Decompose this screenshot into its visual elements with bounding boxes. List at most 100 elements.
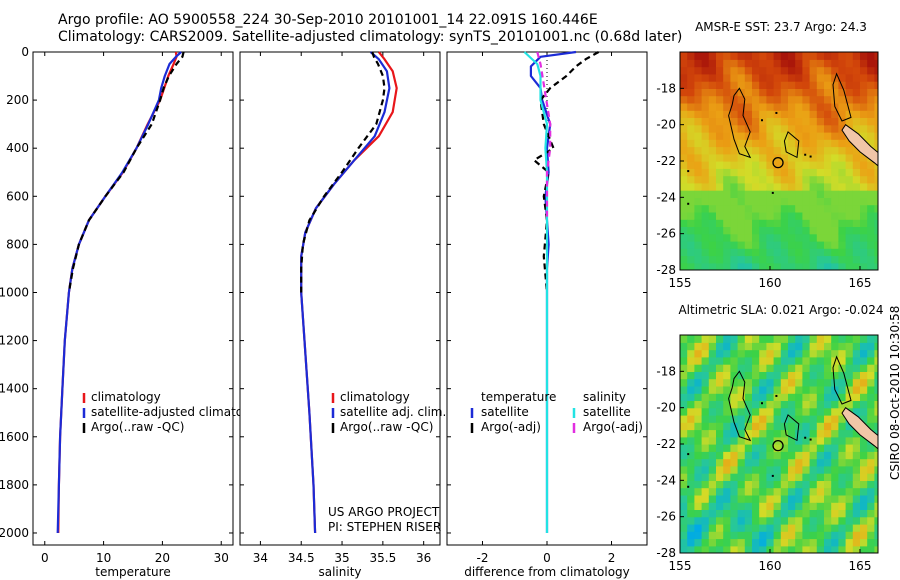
map-cell <box>788 487 796 496</box>
map-cell <box>723 240 731 249</box>
map-cell <box>708 480 717 489</box>
map-cell <box>874 73 878 82</box>
map-cell <box>795 487 803 496</box>
map-cell <box>874 480 878 489</box>
map-cell <box>716 153 724 162</box>
map-cell <box>824 175 832 184</box>
map-cell <box>802 190 811 198</box>
map-cell <box>723 211 731 220</box>
map-cell <box>809 349 818 358</box>
map-cell <box>795 211 803 220</box>
map-cell <box>802 436 811 445</box>
map-cell <box>874 393 878 401</box>
map-cell <box>852 204 861 213</box>
map-cell <box>838 219 847 227</box>
map-cell <box>860 153 868 162</box>
map-cell <box>730 378 739 387</box>
map-cell <box>816 52 825 60</box>
map-cell <box>773 175 782 184</box>
map-cell <box>687 226 695 235</box>
map-cell <box>824 465 832 474</box>
map-cell <box>788 545 796 553</box>
legend-label: Argo(..raw -QC) <box>340 420 433 434</box>
map-cell <box>860 364 868 372</box>
map-cell <box>845 494 854 503</box>
map-cell <box>845 538 854 547</box>
map-cell <box>701 385 710 394</box>
map-cell <box>716 465 724 474</box>
map-cell <box>788 168 796 177</box>
map-cell <box>680 342 688 351</box>
map-cell <box>752 262 760 270</box>
map-cell <box>752 487 760 496</box>
map-cell <box>860 407 868 416</box>
map-cell <box>773 168 782 177</box>
map-cell <box>788 88 796 97</box>
map-cell <box>795 444 803 452</box>
map-cell <box>860 81 868 89</box>
map-cell <box>860 516 868 525</box>
map-cell <box>809 538 818 547</box>
map-cell <box>737 182 746 191</box>
map-cell <box>730 487 739 496</box>
map-cell <box>860 436 868 445</box>
map-cell <box>831 168 839 177</box>
map-cell <box>701 531 710 540</box>
map-cell <box>838 451 847 460</box>
map-cell <box>867 248 875 257</box>
map-cell <box>737 429 746 438</box>
map-cell <box>752 204 760 213</box>
map-cell <box>752 248 760 257</box>
map-cell <box>795 349 803 358</box>
map-cell <box>716 139 724 148</box>
map-cell <box>730 342 739 351</box>
map-cell <box>809 248 818 257</box>
map-cell <box>780 211 789 220</box>
map-cell <box>744 255 753 264</box>
map-cell <box>759 335 767 336</box>
map-cell <box>759 248 767 257</box>
map-cell <box>874 124 878 133</box>
map-cell <box>788 139 796 148</box>
map-cell <box>831 378 839 387</box>
map-cell <box>838 465 847 474</box>
map-cell <box>687 385 695 394</box>
map-cell <box>737 211 746 220</box>
map-cell <box>716 146 724 155</box>
map-cell <box>744 335 753 343</box>
map-cell <box>716 538 724 547</box>
map-cell <box>716 197 724 206</box>
map-cell <box>708 473 717 481</box>
map-cell <box>780 364 789 372</box>
map-cell <box>737 102 746 111</box>
map-cell <box>852 248 861 257</box>
map-cell <box>780 436 789 445</box>
map-cell <box>752 52 760 53</box>
x-tick-label: 35 <box>334 551 349 565</box>
map-cell <box>867 190 875 198</box>
map-cell <box>845 364 854 372</box>
map-cell <box>845 117 854 126</box>
map-cell <box>831 248 839 257</box>
map-cell <box>752 465 760 474</box>
map-cell <box>795 436 803 445</box>
map-cell <box>780 52 789 60</box>
map-cell <box>809 182 818 191</box>
map-cell <box>687 414 695 423</box>
map-cell <box>744 458 753 467</box>
map-cell <box>780 371 789 380</box>
map-cell <box>852 52 861 60</box>
map-cell <box>802 102 811 111</box>
map-cell <box>860 451 868 460</box>
map-cell <box>708 349 717 358</box>
map-cell <box>838 226 847 235</box>
map-cell <box>845 226 854 235</box>
map-cell <box>744 197 753 206</box>
map-cell <box>759 124 767 133</box>
map-cell <box>759 219 767 227</box>
map-cell <box>680 204 688 213</box>
map-cell <box>838 88 847 97</box>
map-cell <box>723 124 731 133</box>
map-cell <box>845 88 854 97</box>
